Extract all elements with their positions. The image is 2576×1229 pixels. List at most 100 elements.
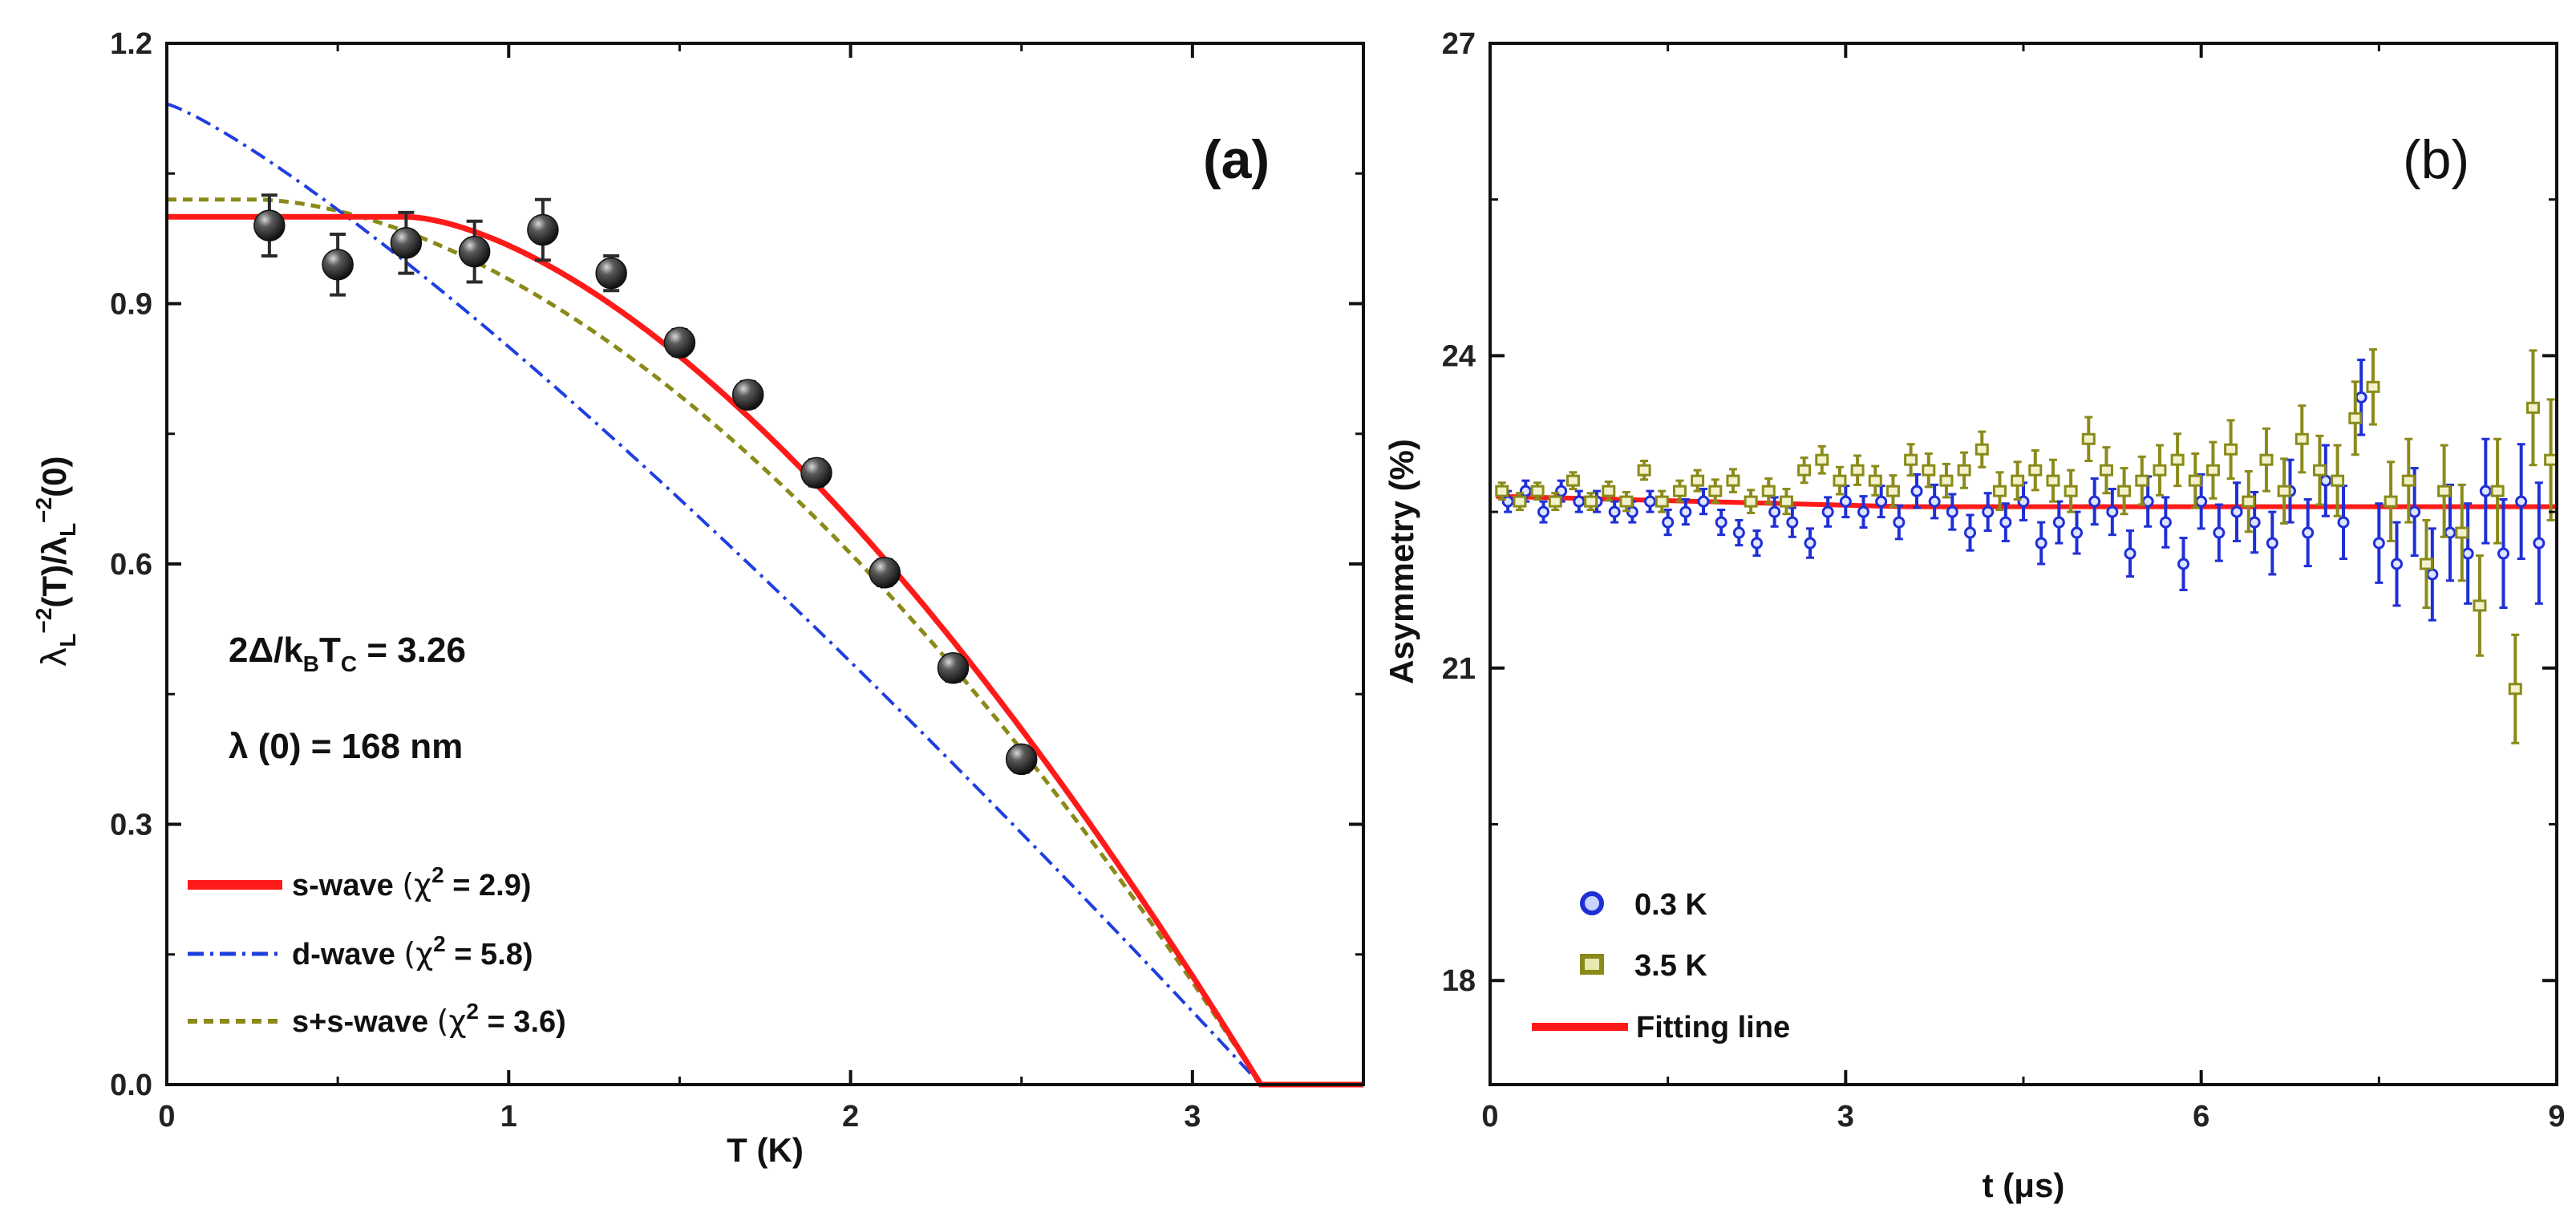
- asymmetry-point-3-5k: [2153, 464, 2167, 477]
- asymmetry-point-3-5k: [1672, 485, 1687, 497]
- asymmetry-point-0-3k: [1875, 495, 1888, 508]
- panel-a-label: (a): [1203, 129, 1270, 190]
- panel-b-label: (b): [2403, 129, 2469, 190]
- asymmetry-point-3-5k: [2348, 412, 2363, 424]
- panel-a-x-tick-label: 0: [158, 1100, 175, 1134]
- asymmetry-point-3-5k: [2331, 474, 2345, 487]
- asymmetry-point-3-5k: [2135, 474, 2149, 487]
- asymmetry-point-3-5k: [1584, 495, 1598, 508]
- data-point: [731, 379, 764, 411]
- asymmetry-point-3-5k: [1530, 485, 1545, 497]
- asymmetry-point-0-3k: [1608, 505, 1621, 518]
- data-point: [937, 652, 970, 684]
- panel-a-x-tick-label: 3: [1184, 1100, 1201, 1134]
- asymmetry-point-3-5k: [2099, 464, 2113, 477]
- asymmetry-point-3-5k: [2312, 464, 2327, 477]
- asymmetry-point-0-3k: [1786, 516, 1799, 529]
- asymmetry-point-0-3k: [2266, 537, 2278, 550]
- asymmetry-point-0-3k: [1982, 505, 1995, 518]
- asymmetry-point-3-5k: [2455, 526, 2469, 539]
- asymmetry-point-0-3k: [1839, 495, 1852, 508]
- asymmetry-point-3-5k: [2188, 474, 2202, 487]
- asymmetry-point-0-3k: [2337, 516, 2350, 529]
- panel-b-y-axis-label: Asymmetry (%): [1383, 439, 1420, 684]
- panel-b-ticks: 0 3 6 9 18 21 24 27: [1442, 27, 2566, 1134]
- data-point: [322, 249, 354, 281]
- panel-b-y-tick-label: 18: [1442, 964, 1476, 998]
- asymmetry-point-0-3k: [1751, 537, 1763, 550]
- asymmetry-point-0-3k: [2479, 485, 2492, 497]
- panel-a-x-axis-label: T (K): [727, 1131, 804, 1169]
- asymmetry-point-0-3k: [2052, 516, 2065, 529]
- penetration-depth-annotation: λ (0) = 168 nm: [229, 727, 463, 766]
- legend-0-3k-label: 0.3 K: [1634, 888, 1707, 922]
- panel-b-x-tick-label: 6: [2193, 1100, 2209, 1134]
- asymmetry-point-0-3k: [2071, 526, 2083, 539]
- asymmetry-point-3-5k: [1513, 495, 1527, 508]
- asymmetry-point-0-3k: [1768, 505, 1781, 518]
- panel-b-x-tick-label: 9: [2548, 1100, 2565, 1134]
- asymmetry-point-0-3k: [1946, 505, 1958, 518]
- asymmetry-point-0-3k: [2230, 505, 2243, 518]
- asymmetry-point-0-3k: [1893, 516, 1906, 529]
- fit-curve-s-wave: [167, 213, 1363, 1088]
- asymmetry-point-3-5k: [2401, 474, 2416, 487]
- asymmetry-point-3-5k: [2224, 443, 2238, 456]
- asymmetry-point-3-5k: [1922, 464, 1936, 477]
- asymmetry-point-3-5k: [2046, 474, 2060, 487]
- legend-s-wave-label: s-wave (χ2 = 2.9): [292, 862, 531, 902]
- asymmetry-point-3-5k: [1815, 453, 1829, 466]
- panel-b-x-axis-label: t (μs): [1983, 1166, 2065, 1204]
- asymmetry-point-3-5k: [1761, 485, 1776, 497]
- asymmetry-point-0-3k: [2213, 526, 2226, 539]
- panel-b: 0 3 6 9 18 21 24 27 (b) t (μs) Asymmetry (%) 0.…: [1383, 27, 2566, 1204]
- panel-a-data-points: [253, 193, 1038, 776]
- asymmetry-point-0-3k: [1857, 505, 1869, 518]
- asymmetry-point-0-3k: [2426, 568, 2439, 581]
- legend-3-5k-marker: [1580, 954, 1604, 975]
- asymmetry-point-3-5k: [1602, 485, 1616, 497]
- panel-a-y-axis-label: λL−2(T)/λL−2(0): [31, 456, 80, 667]
- asymmetry-point-0-3k: [2302, 526, 2315, 539]
- asymmetry-point-3-5k: [1619, 495, 1634, 508]
- panel-a-y-tick-label: 1.2: [110, 27, 152, 61]
- legend-ss-wave-label: s+s-wave (χ2 = 3.6): [292, 999, 566, 1039]
- fit-curve-d-wave: [166, 102, 1363, 1086]
- asymmetry-point-0-3k: [2408, 505, 2421, 518]
- asymmetry-point-3-5k: [2011, 474, 2025, 487]
- asymmetry-point-3-5k: [1833, 474, 1847, 487]
- asymmetry-point-3-5k: [1957, 464, 1971, 477]
- panel-a-fit-curves: [166, 102, 1363, 1088]
- asymmetry-point-0-3k: [2372, 537, 2385, 550]
- asymmetry-point-0-3k: [2497, 547, 2509, 560]
- data-point: [800, 456, 832, 489]
- asymmetry-point-3-5k: [2437, 485, 2452, 497]
- data-point: [253, 209, 286, 241]
- asymmetry-point-3-5k: [1992, 485, 2007, 497]
- asymmetry-point-0-3k: [1910, 485, 1923, 497]
- asymmetry-point-3-5k: [1637, 464, 1651, 477]
- legend-d-wave-label: d-wave (χ2 = 5.8): [292, 931, 533, 971]
- asymmetry-point-3-5k: [2508, 683, 2522, 696]
- asymmetry-point-0-3k: [1555, 485, 1568, 497]
- asymmetry-point-3-5k: [1939, 474, 1954, 487]
- panel-a-y-tick-label: 0.0: [110, 1069, 152, 1102]
- asymmetry-point-0-3k: [2195, 495, 2208, 508]
- asymmetry-point-0-3k: [2461, 547, 2474, 560]
- panel-a-x-tick-label: 2: [842, 1100, 859, 1134]
- asymmetry-point-3-5k: [2242, 495, 2256, 508]
- asymmetry-point-3-5k: [2366, 380, 2380, 393]
- asymmetry-point-0-3k: [1573, 495, 1586, 508]
- panel-b-y-tick-label: 27: [1442, 27, 1476, 61]
- panel-a-ticks: 0 1 2 3 0.0 0.3 0.6 0.9 1.2: [110, 27, 1363, 1134]
- asymmetry-point-3-5k: [2205, 464, 2220, 477]
- panel-a-frame: [165, 42, 1365, 1086]
- asymmetry-point-0-3k: [1928, 495, 1941, 508]
- asymmetry-point-0-3k: [1679, 505, 1692, 518]
- asymmetry-point-3-5k: [1548, 495, 1562, 508]
- asymmetry-point-3-5k: [1779, 495, 1793, 508]
- asymmetry-point-0-3k: [1964, 526, 1976, 539]
- panel-b-x-tick-label: 0: [1481, 1100, 1498, 1134]
- asymmetry-point-0-3k: [2177, 558, 2189, 570]
- asymmetry-point-3-5k: [2544, 453, 2558, 466]
